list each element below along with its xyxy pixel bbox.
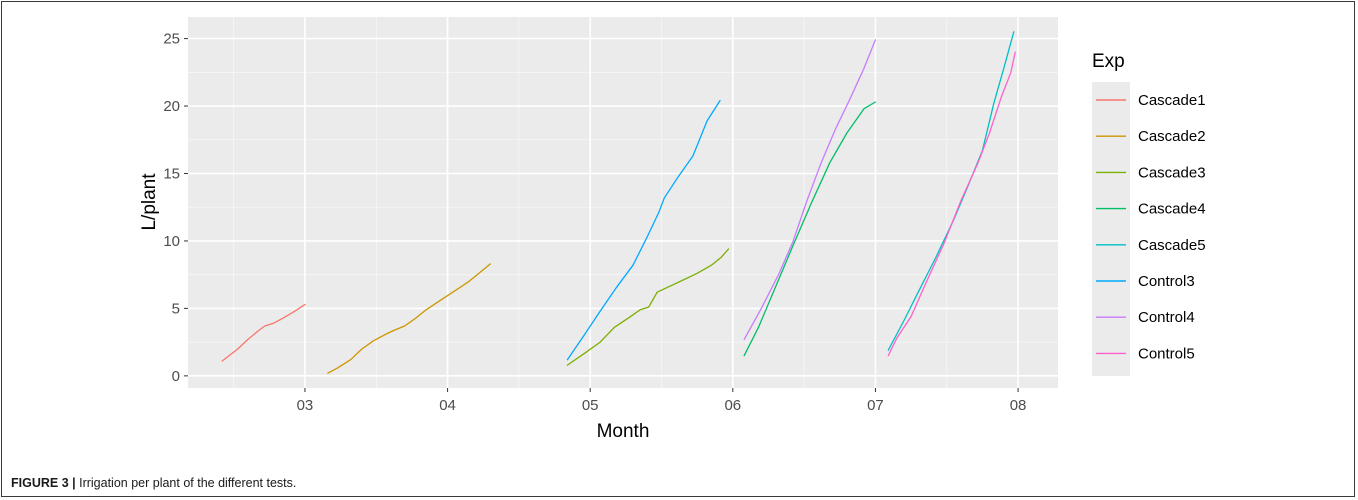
y-tick-label: 10 [163, 233, 180, 250]
legend-item: Control4 [1096, 309, 1195, 326]
series-line-cascade4 [743, 101, 877, 357]
series-lines [221, 31, 1016, 374]
caption-text: Irrigation per plant of the different te… [79, 476, 297, 490]
y-tick-label: 20 [163, 98, 180, 115]
legend-item: Cascade1 [1096, 92, 1206, 109]
x-tick-label: 06 [724, 397, 741, 414]
legend-label: Control5 [1138, 345, 1195, 362]
x-tick-label: 07 [867, 397, 884, 414]
legend-label: Control3 [1138, 273, 1195, 290]
x-tick-label: 04 [439, 397, 456, 414]
y-tick-label: 0 [172, 368, 180, 385]
series-line-control5 [887, 51, 1016, 357]
legend-label: Cascade1 [1138, 92, 1206, 109]
legend-label: Control4 [1138, 309, 1195, 326]
series-line-cascade1 [221, 303, 306, 362]
legend-label: Cascade5 [1138, 237, 1206, 254]
grid-minor [188, 17, 1058, 388]
legend-key-background [1092, 82, 1130, 376]
legend: Exp Cascade1Cascade2Cascade3Cascade4Casc… [1092, 51, 1206, 376]
legend-item: Cascade4 [1096, 201, 1206, 218]
caption-label: FIGURE 3 | [11, 476, 76, 490]
x-tick-label: 03 [297, 397, 314, 414]
axis-ticks [184, 38, 1019, 392]
legend-item: Cascade5 [1096, 237, 1206, 254]
series-line-cascade2 [327, 263, 492, 374]
legend-title: Exp [1092, 51, 1125, 72]
series-line-control4 [743, 39, 877, 341]
legend-item: Control5 [1096, 345, 1195, 362]
legend-items: Cascade1 Cascade2 Cascade3 Cascade4 Cascade5… [1092, 82, 1206, 376]
legend-item: Cascade2 [1096, 128, 1206, 145]
series-line-control3 [566, 99, 721, 361]
legend-label: Cascade4 [1138, 201, 1206, 218]
legend-label: Cascade2 [1138, 128, 1206, 145]
y-axis-title: L/plant [139, 173, 160, 231]
x-tick-label: 08 [1010, 397, 1027, 414]
legend-label: Cascade3 [1138, 164, 1206, 181]
y-tick-label: 5 [172, 300, 180, 317]
x-tick-labels: 03 04 05 06 07 08 [297, 397, 1027, 414]
plot-panel [188, 17, 1058, 388]
legend-item: Cascade3 [1096, 164, 1206, 181]
x-axis-title: Month [597, 421, 650, 442]
y-tick-label: 25 [163, 31, 180, 48]
grid-major [188, 17, 1058, 388]
legend-item: Control3 [1096, 273, 1195, 290]
figure-caption: FIGURE 3 | Irrigation per plant of the d… [11, 476, 296, 490]
series-line-cascade3 [566, 248, 730, 366]
series-line-cascade5 [887, 31, 1015, 351]
y-tick-labels: 0 5 10 15 20 25 [163, 31, 180, 385]
x-tick-label: 05 [582, 397, 599, 414]
y-tick-label: 15 [163, 165, 180, 182]
